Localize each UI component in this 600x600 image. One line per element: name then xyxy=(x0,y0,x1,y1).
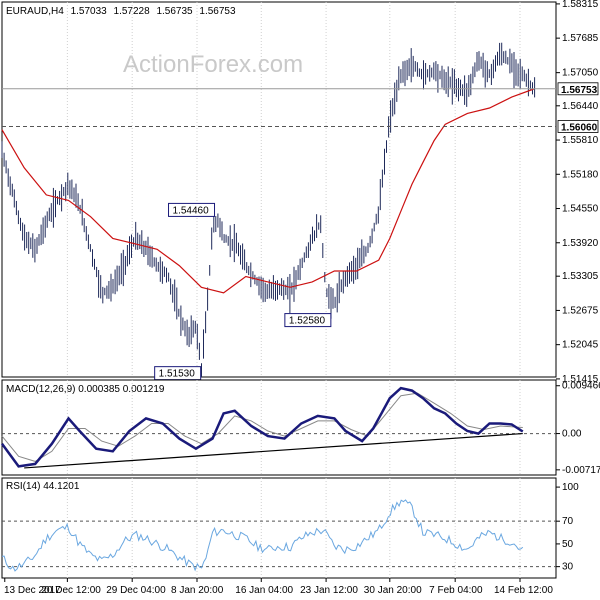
rsi-levels xyxy=(2,520,556,568)
x-tick-label: 13 Dec 2017 xyxy=(4,585,61,596)
macd-trendline xyxy=(24,432,523,469)
price-tick-label: 1.55180 xyxy=(562,169,599,180)
price-tick-label: 1.57050 xyxy=(562,68,599,79)
price-tick-label: 1.51415 xyxy=(562,374,599,385)
moving-average-line xyxy=(1,88,535,294)
price-tick-label: 1.54550 xyxy=(562,204,599,215)
rsi-tick-label: 30 xyxy=(562,562,574,573)
macd-tick-label: -0.007178 xyxy=(562,465,600,476)
x-tick-label: 23 Jan 12:00 xyxy=(300,585,358,596)
last-price-tag: 1.56753 xyxy=(561,85,598,96)
price-frame xyxy=(1,1,557,378)
annotation-label: 1.54460 xyxy=(173,205,210,216)
rsi-header: RSI(14) 44.1201 xyxy=(6,481,80,492)
rsi-panel: RSI(14) 44.1201 100 70 50 30 xyxy=(1,477,579,579)
price-annotations: 1.54460 1.52580 1.51530 xyxy=(154,202,332,381)
x-tick-label: 16 Jan 04:00 xyxy=(235,585,293,596)
x-tick-label: 30 Jan 20:00 xyxy=(364,585,422,596)
price-panel: EURAUD,H4 1.57033 1.57228 1.56735 1.5675… xyxy=(1,0,599,385)
price-tick-label: 1.57685 xyxy=(562,33,599,44)
macd-header: MACD(12,26,9) 0.000385 0.001219 xyxy=(6,384,165,395)
price-close: 1.56753 xyxy=(199,6,236,17)
x-tick-label: 7 Feb 04:00 xyxy=(429,585,483,596)
macd-line xyxy=(0,386,524,468)
price-y-axis: 1.58315 1.57685 1.57050 1.56440 1.55810 1.551… xyxy=(556,0,599,385)
price-tick-label: 1.58315 xyxy=(562,0,599,10)
annotation-label: 1.51530 xyxy=(159,369,196,380)
rsi-y-axis: 100 70 50 30 xyxy=(556,482,579,573)
rsi-tick-label: 70 xyxy=(562,516,574,527)
macd-y-axis: 0.009466 0.00 -0.007178 xyxy=(556,381,600,476)
macd-grid xyxy=(66,380,521,475)
price-tags: 1.56753 1.56060 xyxy=(557,82,599,133)
rsi-tick-label: 100 xyxy=(562,482,579,493)
price-open: 1.57033 xyxy=(71,6,108,17)
price-tick-label: 1.53920 xyxy=(562,238,599,249)
price-tick-label: 1.52675 xyxy=(562,305,599,316)
price-tick-label: 1.53305 xyxy=(562,271,599,282)
watermark: ActionForex.com xyxy=(123,51,303,78)
reference-price-tag-box xyxy=(557,120,599,133)
x-tick-label: 8 Jan 20:00 xyxy=(171,585,224,596)
price-tick-label: 1.55810 xyxy=(562,135,599,146)
rsi-line xyxy=(1,499,524,572)
price-low: 1.56735 xyxy=(156,6,193,17)
price-tick-label: 1.52045 xyxy=(562,340,599,351)
reference-price-tag: 1.56060 xyxy=(561,122,598,133)
price-symbol: EURAUD,H4 xyxy=(6,6,64,17)
last-price-tag-box xyxy=(557,82,599,96)
annotation-box xyxy=(168,202,216,217)
annotation-box xyxy=(284,313,332,328)
x-tick-label: 20 Dec 12:00 xyxy=(41,585,101,596)
macd-panel: MACD(12,26,9) 0.000385 0.001219 0.009466… xyxy=(0,379,600,476)
rsi-tick-label: 50 xyxy=(562,539,574,550)
price-tick-label: 1.56440 xyxy=(562,101,599,112)
annotation-label: 1.52580 xyxy=(289,316,326,327)
rsi-frame xyxy=(1,477,557,579)
x-tick-label: 29 Dec 04:00 xyxy=(106,585,166,596)
macd-tick-label: 0.009466 xyxy=(562,381,600,392)
x-tick-label: 14 Feb 12:00 xyxy=(494,585,553,596)
price-header: EURAUD,H4 1.57033 1.57228 1.56735 1.5675… xyxy=(6,6,236,17)
macd-tick-label: 0.00 xyxy=(562,429,582,440)
macd-signal-line xyxy=(1,392,523,462)
